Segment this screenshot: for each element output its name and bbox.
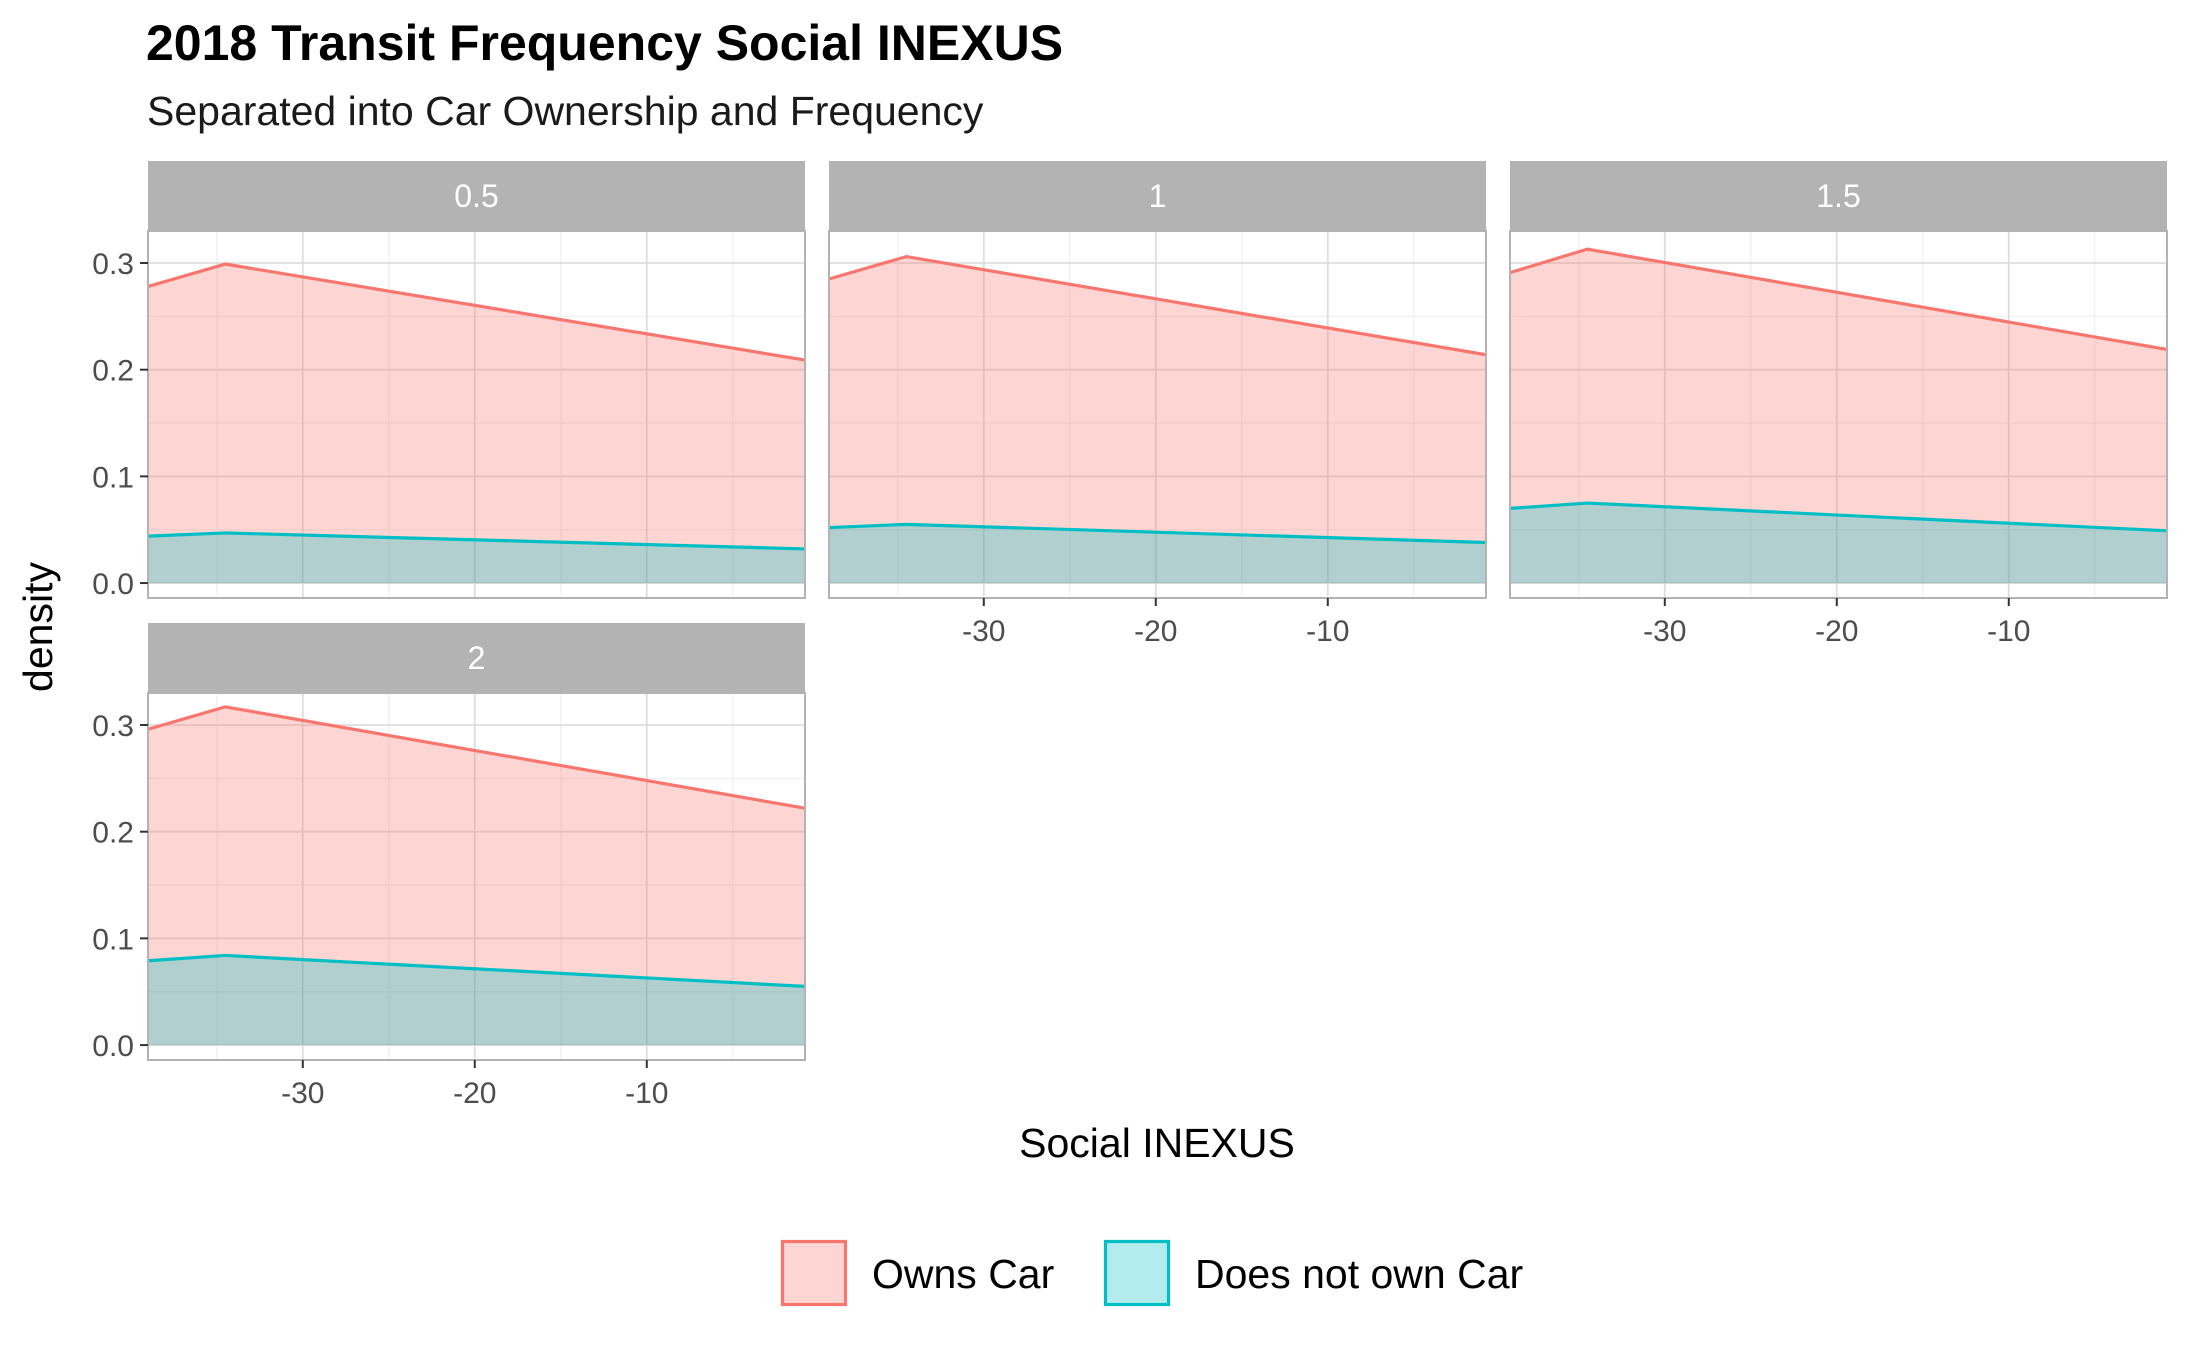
chart-subtitle: Separated into Car Ownership and Frequen… xyxy=(147,88,984,134)
line-owns-car xyxy=(828,254,1487,357)
facet-strip-label: 2 xyxy=(468,640,486,676)
facet-panel-1: 1 -30 -20 -10 xyxy=(828,161,1487,648)
facet-strip xyxy=(148,623,805,693)
x-tick-label: -30 xyxy=(962,615,1005,648)
legend-swatch-owns-car xyxy=(780,1239,848,1307)
facet-strip xyxy=(1510,161,2167,231)
legend-swatch-does-not-own-car xyxy=(1103,1239,1171,1307)
panel-background xyxy=(148,231,805,598)
facet-panel-0-5: 0.5 0.0 0.1 0.2 0.3 xyxy=(92,161,806,601)
facet-strip xyxy=(148,161,805,231)
facet-panel-1-5: 1.5 -30 -20 -10 xyxy=(1509,161,2168,648)
y-tick-label: 0.0 xyxy=(92,568,134,601)
facet-strip xyxy=(829,161,1486,231)
line-does-not-own-car xyxy=(147,953,806,988)
line-owns-car xyxy=(147,705,806,810)
area-owns-car xyxy=(1510,249,2167,584)
panel-background xyxy=(148,693,805,1060)
x-axis-title: Social INEXUS xyxy=(1019,1120,1295,1166)
line-owns-car xyxy=(1509,247,2168,351)
line-owns-car xyxy=(147,262,806,362)
area-does-not-own-car xyxy=(829,524,1486,584)
x-tick-label: -10 xyxy=(1306,615,1349,648)
y-tick-label: 0.1 xyxy=(92,461,134,494)
line-does-not-own-car xyxy=(828,522,1487,545)
area-owns-car xyxy=(148,264,805,584)
facet-strip-label: 0.5 xyxy=(454,178,498,214)
panel-background xyxy=(829,231,1486,598)
y-tick-label: 0.2 xyxy=(92,355,134,388)
x-tick-label: -20 xyxy=(1815,615,1858,648)
y-tick-label: 0.0 xyxy=(92,1030,134,1063)
legend-key-does-not-own-car xyxy=(1104,1240,1170,1306)
x-tick-label: -30 xyxy=(1643,615,1686,648)
area-owns-car xyxy=(829,256,1486,584)
legend: Owns Car Does not own Car xyxy=(780,1239,1523,1307)
facet-strip-label: 1.5 xyxy=(1816,178,1860,214)
legend-label-does-not-own-car: Does not own Car xyxy=(1195,1251,1523,1297)
y-tick-label: 0.2 xyxy=(92,817,134,850)
legend-label-owns-car: Owns Car xyxy=(872,1251,1054,1297)
x-tick-label: -20 xyxy=(453,1077,496,1110)
line-does-not-own-car xyxy=(1509,501,2168,533)
x-tick-label: -30 xyxy=(281,1077,324,1110)
facet-strip-label: 1 xyxy=(1149,178,1167,214)
legend-key-owns-car xyxy=(781,1240,847,1306)
y-tick-label: 0.3 xyxy=(92,710,134,743)
y-tick-label: 0.1 xyxy=(92,923,134,956)
y-axis-title: density xyxy=(15,562,61,692)
y-tick-label: 0.3 xyxy=(92,248,134,281)
x-tick-label: -10 xyxy=(625,1077,668,1110)
facet-panel-2: 2 0.0 0.1 0.2 0.3 -30 -20 -10 xyxy=(92,623,806,1110)
x-tick-label: -20 xyxy=(1134,615,1177,648)
line-does-not-own-car xyxy=(147,531,806,551)
chart-title: 2018 Transit Frequency Social INEXUS xyxy=(146,15,1064,71)
x-tick-label: -10 xyxy=(1987,615,2030,648)
